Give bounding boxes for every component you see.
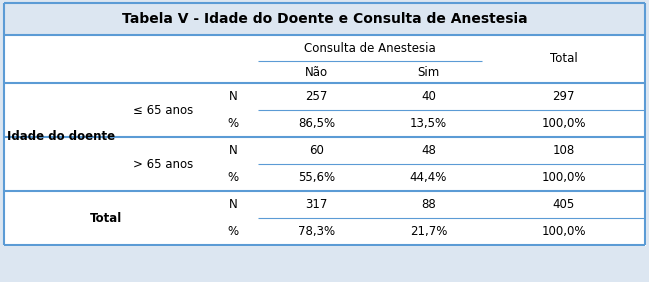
Text: 60: 60 <box>309 144 324 157</box>
Text: 405: 405 <box>552 198 574 211</box>
Text: 108: 108 <box>552 144 574 157</box>
Text: 78,3%: 78,3% <box>298 225 335 238</box>
Text: Total: Total <box>550 52 578 65</box>
Text: Total: Total <box>90 212 122 224</box>
Text: 55,6%: 55,6% <box>298 171 335 184</box>
Text: 317: 317 <box>305 198 328 211</box>
Bar <box>4 3 645 35</box>
Text: 86,5%: 86,5% <box>298 117 335 130</box>
Text: %: % <box>227 171 239 184</box>
Text: 21,7%: 21,7% <box>410 225 447 238</box>
Text: 48: 48 <box>421 144 436 157</box>
Text: Sim: Sim <box>417 65 439 78</box>
Text: 100,0%: 100,0% <box>541 171 586 184</box>
Text: 13,5%: 13,5% <box>410 117 447 130</box>
Text: Consulta de Anestesia: Consulta de Anestesia <box>304 41 436 54</box>
Text: N: N <box>228 198 238 211</box>
Text: %: % <box>227 117 239 130</box>
Text: 297: 297 <box>552 90 575 103</box>
Text: Não: Não <box>305 65 328 78</box>
Text: 40: 40 <box>421 90 436 103</box>
Text: N: N <box>228 90 238 103</box>
Text: N: N <box>228 144 238 157</box>
Text: %: % <box>227 225 239 238</box>
Bar <box>4 35 645 245</box>
Text: 100,0%: 100,0% <box>541 117 586 130</box>
Text: ≤ 65 anos: ≤ 65 anos <box>133 103 193 116</box>
Text: > 65 anos: > 65 anos <box>133 158 193 171</box>
Text: 88: 88 <box>421 198 436 211</box>
Text: 257: 257 <box>305 90 328 103</box>
Text: Tabela V - Idade do Doente e Consulta de Anestesia: Tabela V - Idade do Doente e Consulta de… <box>122 12 527 26</box>
Text: 44,4%: 44,4% <box>410 171 447 184</box>
Text: Idade do doente: Idade do doente <box>7 131 115 144</box>
Text: 100,0%: 100,0% <box>541 225 586 238</box>
